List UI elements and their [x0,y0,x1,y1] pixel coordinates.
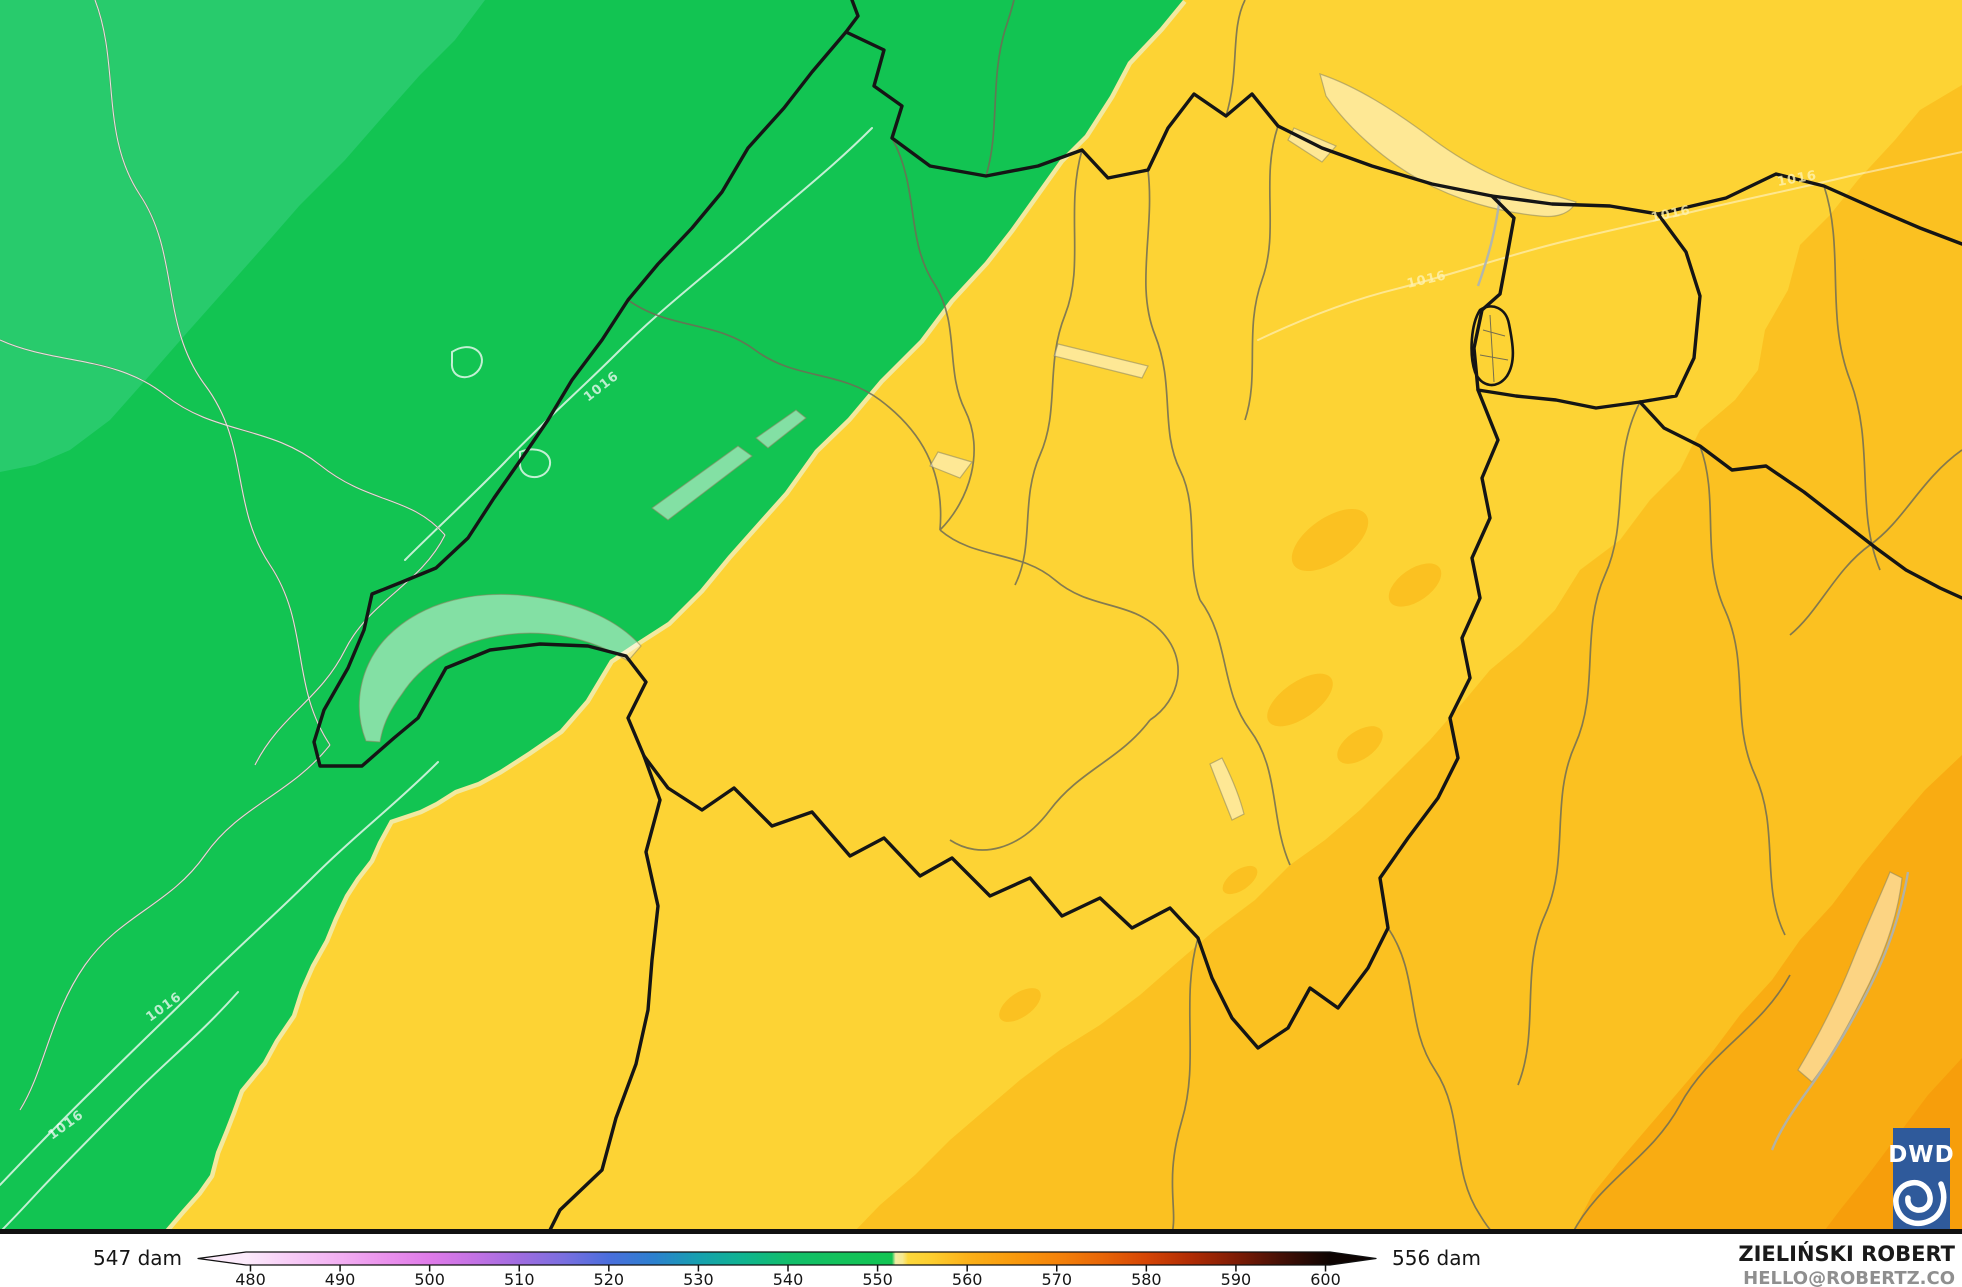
colorbar-tick-label: 540 [773,1270,804,1287]
liechtenstein-borders [1470,305,1515,387]
colorbar-arrow [197,1251,1377,1266]
dwd-spiral-icon [1893,1179,1947,1227]
rivers [1476,195,1910,1151]
colorbar-tick-label: 480 [235,1270,266,1287]
colorbar-tick-label: 590 [1221,1270,1252,1287]
legend-bar: 547 dam 480 490 500 510 520 530 540 550 560 570 58… [0,1234,1962,1287]
river-rhine [1476,195,1502,287]
map-area: 1016 1016 1016 1016 1016 1016 DWD [0,0,1962,1234]
orange-band [1572,755,1962,1234]
map-bottom-edge [0,1229,1962,1234]
colorbar-min-label: 547 dam [93,1246,182,1270]
colorbar-tick-label: 520 [594,1270,625,1287]
colorbar-tick-label: 530 [683,1270,714,1287]
isobar-lines [0,127,873,1233]
river-ticino [1770,871,1910,1151]
dwd-logo: DWD [1888,1128,1955,1232]
credit-name: ZIELIŃSKI ROBERT [1738,1241,1955,1266]
lake-zurich [1053,343,1149,379]
colorbar-tick-label: 500 [414,1270,445,1287]
country-borders [312,0,1962,1234]
lakes [358,73,1903,1083]
legend-svg: 547 dam 480 490 500 510 520 530 540 550 560 570 58… [93,1241,1956,1287]
yellow-blotches [1480,296,1736,536]
colorbar-max-label: 556 dam [1392,1246,1481,1270]
light-green-band [0,0,485,472]
region-borders-highlight [0,0,446,1111]
colorbar-tick-label: 580 [1131,1270,1162,1287]
lake-biel [755,409,807,449]
amber-band [852,85,1962,1234]
isobar-label: 1016 [1776,168,1818,190]
lake-neuchatel [650,445,754,521]
dwd-logo-text: DWD [1888,1142,1955,1168]
lake-lucerne [929,451,973,479]
colorbar-tick-label: 510 [504,1270,535,1287]
isobar-lines-yellow [1257,151,1962,341]
green-field [0,0,1183,1234]
lake-maggiore [1797,871,1903,1083]
colorbar-tick-label: 570 [1041,1270,1072,1287]
map-svg: 1016 1016 1016 1016 1016 1016 DWD [0,0,1962,1234]
lake-como [1209,757,1245,821]
lake-geneva [358,593,642,743]
credit-email: HELLO@ROBERTZ.CO [1743,1268,1955,1287]
colorbar-tick-label: 560 [952,1270,983,1287]
lake-constance [1319,73,1577,218]
colorbar-tick-label: 490 [325,1270,356,1287]
colorbar-tick-label: 550 [862,1270,893,1287]
colorbar-ticks: 480 490 500 510 520 530 540 550 560 570 580 590 600 [235,1265,1341,1287]
colorbar-tick-label: 600 [1310,1270,1341,1287]
amber-blotches [999,231,1878,1022]
